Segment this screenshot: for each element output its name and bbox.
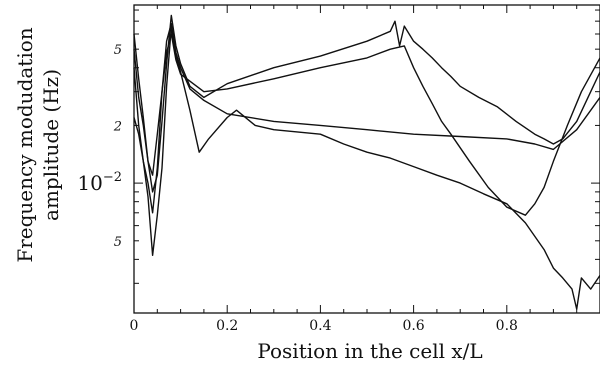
x-axis-title: Position in the cell x/L [257, 339, 482, 363]
series-line-2 [133, 33, 600, 216]
y-axis-title-line1: Frequency modudation [13, 27, 37, 262]
x-tick-label: 0.2 [216, 318, 238, 334]
plot-area [133, 14, 600, 310]
y-decade-label: 10−2 [77, 170, 122, 195]
x-tick-label: 0.8 [496, 318, 518, 334]
y-tick-label: 5 [114, 235, 122, 250]
x-tick-label: 0.6 [402, 318, 424, 334]
plot-frame [133, 4, 600, 314]
series-line-3 [133, 22, 600, 214]
x-tick-label: 0.4 [309, 318, 331, 334]
axes: 0 0.2 0.4 0.6 0.8 5 2 5 10−2 [77, 4, 600, 334]
y-tick-label: 2 [113, 119, 122, 134]
series-line-4 [133, 26, 600, 310]
y-axis-title-line2: amplitude (Hz) [39, 69, 63, 221]
series-line-1 [133, 14, 600, 193]
y-tick-label: 5 [114, 43, 122, 58]
x-tick-label: 0 [130, 318, 139, 334]
